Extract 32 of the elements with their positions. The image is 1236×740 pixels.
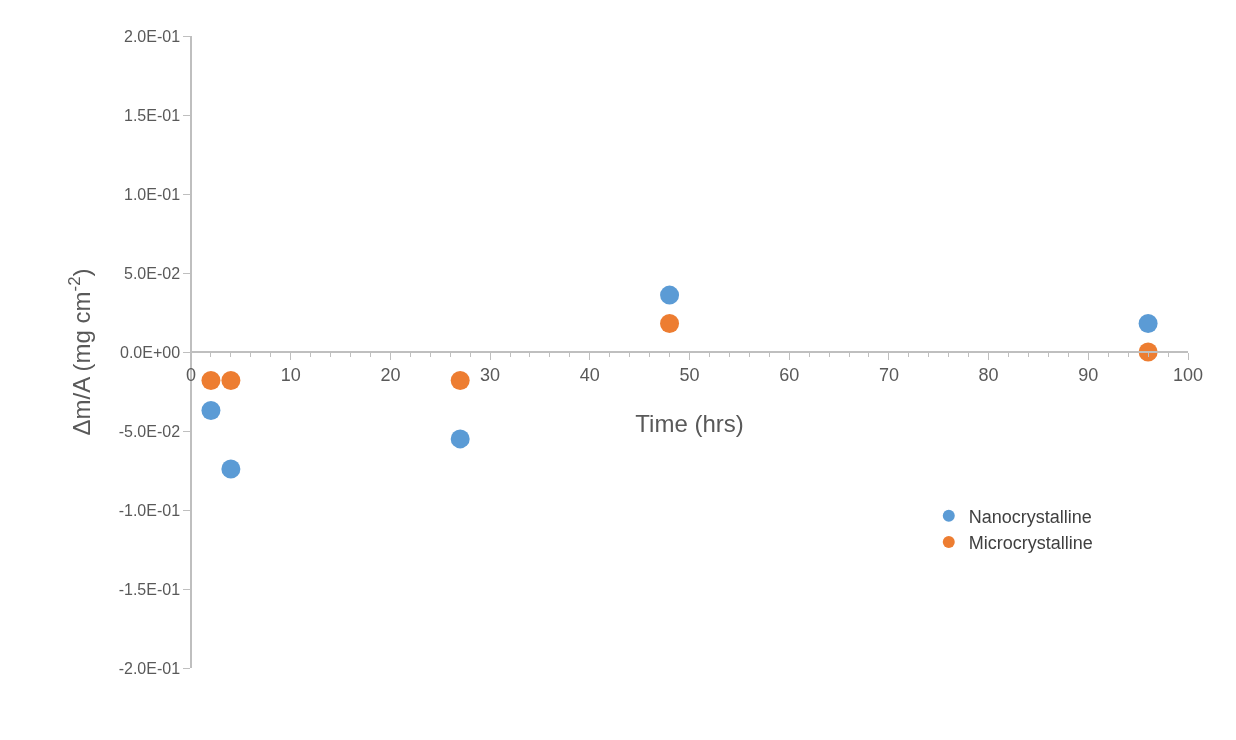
- x-tick-label: 80: [978, 365, 999, 386]
- point: [221, 459, 241, 479]
- y-tick-label: -1.5E-01: [118, 580, 181, 598]
- y-tick-label: 1.0E-01: [124, 185, 181, 203]
- y-tick-label: 5.0E-02: [124, 264, 181, 282]
- y-tick-label: -1.0E-01: [118, 501, 181, 519]
- x-tick-label: 20: [380, 365, 401, 386]
- y-tick-label: 2.0E-01: [124, 27, 181, 45]
- x-axis-title: Time (hrs): [635, 410, 744, 438]
- x-tick-label: 100: [1172, 365, 1204, 386]
- y-tick-label: -5.0E-02: [118, 422, 181, 440]
- y-tick-label: 0.0E+00: [119, 343, 181, 361]
- x-tick-label: 30: [480, 365, 501, 386]
- point: [221, 370, 241, 390]
- x-tick-label: 10: [280, 365, 301, 386]
- x-tick-label: 40: [579, 365, 600, 386]
- point: [660, 314, 680, 334]
- x-tick-label: 70: [878, 365, 899, 386]
- x-tick-label: 90: [1078, 365, 1099, 386]
- x-tick-label: 50: [679, 365, 700, 386]
- point: [201, 370, 221, 390]
- point: [1138, 314, 1158, 334]
- point: [201, 400, 221, 420]
- point: [450, 429, 470, 449]
- legend-label: Microcrystalline: [968, 533, 1093, 554]
- y-tick-label: -2.0E-01: [118, 659, 181, 677]
- legend-label: Nanocrystalline: [968, 506, 1092, 527]
- x-tick-label: 60: [779, 365, 800, 386]
- x-tick-label: 0: [185, 365, 197, 386]
- point: [450, 370, 470, 390]
- y-tick-label: 1.5E-01: [124, 106, 181, 124]
- point: [660, 285, 680, 305]
